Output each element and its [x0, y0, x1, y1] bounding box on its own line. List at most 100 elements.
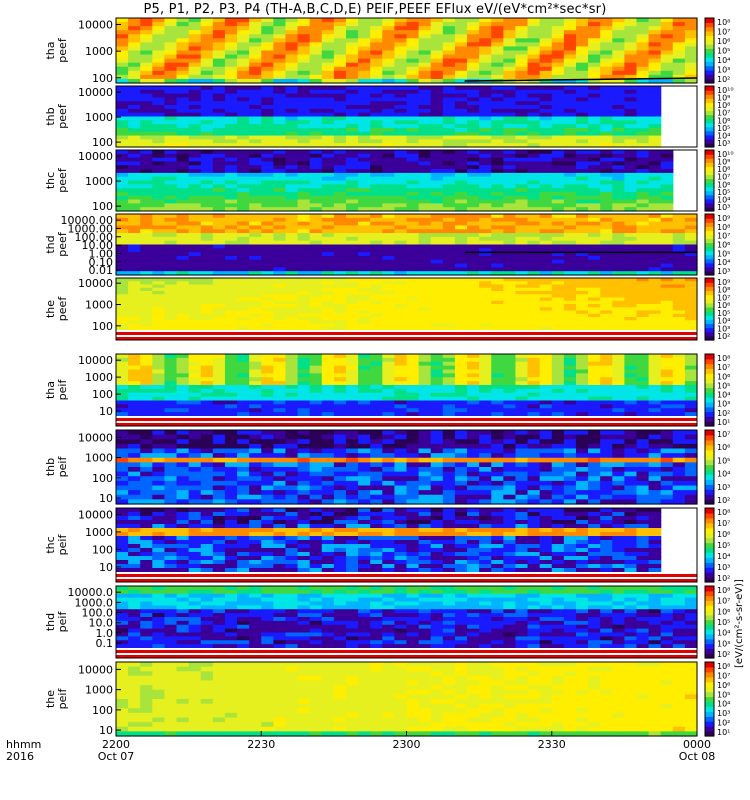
y-tick-label: 10000 — [78, 277, 113, 290]
colorbar-tick: 10² — [717, 719, 730, 728]
colorbar-tick: 10⁷ — [717, 293, 730, 302]
colorbar-tick: 10³ — [717, 267, 730, 276]
species-label: peif — [56, 456, 69, 478]
y-tick-label: 10000 — [78, 150, 113, 163]
y-tick-label: 1000 — [85, 526, 113, 539]
colorbar-tick: 10⁵ — [717, 124, 730, 133]
probe-label: thd — [44, 235, 57, 253]
colorbar-tick: 10¹⁰ — [717, 150, 734, 159]
colorbar-tick: 10⁴ — [717, 552, 730, 561]
colorbar-tick: 10¹⁰ — [717, 86, 734, 95]
colorbar-tick: 10⁶ — [717, 180, 730, 189]
y-tick-label: 10 — [99, 561, 113, 574]
colorbar-tick: 10² — [717, 574, 730, 583]
species-label: peef — [56, 103, 69, 129]
y-tick-label: 10000 — [78, 19, 113, 32]
colorbar: 10⁷ 10⁶ 10⁵ 10⁴ 10³ 10² — [704, 429, 730, 505]
colorbar-tick: 10⁴ — [717, 629, 730, 638]
colorbar-tick: 10⁴ — [717, 317, 730, 326]
colorbar-tick: 10⁴ — [717, 391, 730, 400]
colorbar-tick: 10³ — [717, 563, 730, 572]
y-tick-label: 10000.00 — [61, 214, 114, 227]
panel-frame — [115, 149, 698, 212]
panel-frame — [115, 85, 698, 148]
colorbar-tick: 10² — [717, 409, 730, 418]
red-fill-strip — [116, 332, 697, 335]
y-tick-label: 100.0 — [82, 607, 114, 620]
y-tick-label: 100.00 — [75, 231, 114, 244]
species-label: peef — [56, 231, 69, 257]
colorbar-tick: 10¹ — [717, 728, 730, 737]
colorbar-tick: 10⁶ — [717, 116, 730, 125]
y-tick-label: 10.0 — [89, 617, 114, 630]
colorbar-tick: 10³ — [717, 203, 730, 212]
colorbar-tick: 10² — [717, 496, 730, 505]
y-tick-label: 10000 — [78, 431, 113, 444]
colorbar-tick: 10⁷ — [717, 232, 730, 241]
colorbar-tick: 10³ — [717, 639, 730, 648]
y-tick-label: 10 — [99, 405, 113, 418]
panel-frame — [115, 17, 698, 84]
y-tick-label: 100 — [92, 472, 113, 485]
colorbar-tick: 10³ — [717, 139, 730, 148]
colorbar-tick: 10⁵ — [717, 381, 730, 390]
y-tick-label: 1000 — [85, 111, 113, 124]
species-label: peif — [56, 534, 69, 556]
x-tick-label: 0000 — [683, 738, 711, 751]
y-tick-label: 100 — [92, 72, 113, 85]
probe-label: thb — [44, 458, 57, 476]
panel-thb-peif: 10000 1000 100 10 thb peif 10⁷ 10⁶ 10⁵ 10⁴ 10³ 10² — [44, 429, 730, 505]
colorbar-tick: 10⁶ — [717, 607, 730, 616]
colorbar-tick: 10⁸ — [717, 101, 730, 110]
y-tick-label: 100 — [92, 388, 113, 401]
colorbar-tick: 10⁸ — [717, 586, 730, 595]
y-tick-label: 1000 — [85, 452, 113, 465]
panel-frame — [115, 353, 698, 427]
colorbar-tick: 10² — [717, 75, 730, 84]
y-tick-label: 10000 — [78, 86, 113, 99]
x-row-label-year: 2016 — [6, 750, 34, 763]
panel-frame — [115, 277, 698, 341]
colorbar-tick: 10⁸ — [717, 18, 730, 27]
y-tick-label: 100 — [92, 543, 113, 556]
x-tick-label: 2300 — [393, 738, 421, 751]
colorbar-tick: 10⁴ — [717, 131, 730, 140]
y-tick-label: 1000 — [85, 45, 113, 58]
colorbar-tick: 10⁹ — [717, 278, 730, 287]
y-tick-label: 1.0 — [96, 627, 114, 640]
colorbar-tick: 10⁶ — [717, 681, 730, 690]
potential-line — [464, 77, 698, 82]
colorbar-tick: 10⁸ — [717, 508, 730, 517]
colorbar-tick: 10³ — [717, 324, 730, 333]
colorbar-tick: 10⁶ — [717, 372, 730, 381]
colorbar-tick: 10³ — [717, 400, 730, 409]
x-date-label: Oct 07 — [98, 750, 135, 763]
colorbar-tick: 10⁵ — [717, 456, 730, 465]
colorbar-unit-label: [eV/(cm²-s-sr-eV)] — [734, 579, 745, 668]
y-tick-label: 1.00 — [89, 247, 114, 260]
probe-label: thb — [44, 107, 57, 125]
y-tick-label: 100 — [92, 320, 113, 333]
species-label: peef — [56, 37, 69, 63]
y-tick-label: 10000 — [78, 508, 113, 521]
species-label: peef — [56, 296, 69, 322]
colorbar-tick: 10⁵ — [717, 618, 730, 627]
colorbar-tick: 10⁸ — [717, 354, 730, 363]
y-tick-label: 1000.0 — [75, 596, 114, 609]
red-fill-strip — [116, 418, 697, 421]
y-tick-label: 0.01 — [89, 264, 114, 277]
probe-label: tha — [44, 381, 57, 399]
species-label: peif — [56, 379, 69, 401]
y-tick-label: 1000 — [85, 684, 113, 697]
